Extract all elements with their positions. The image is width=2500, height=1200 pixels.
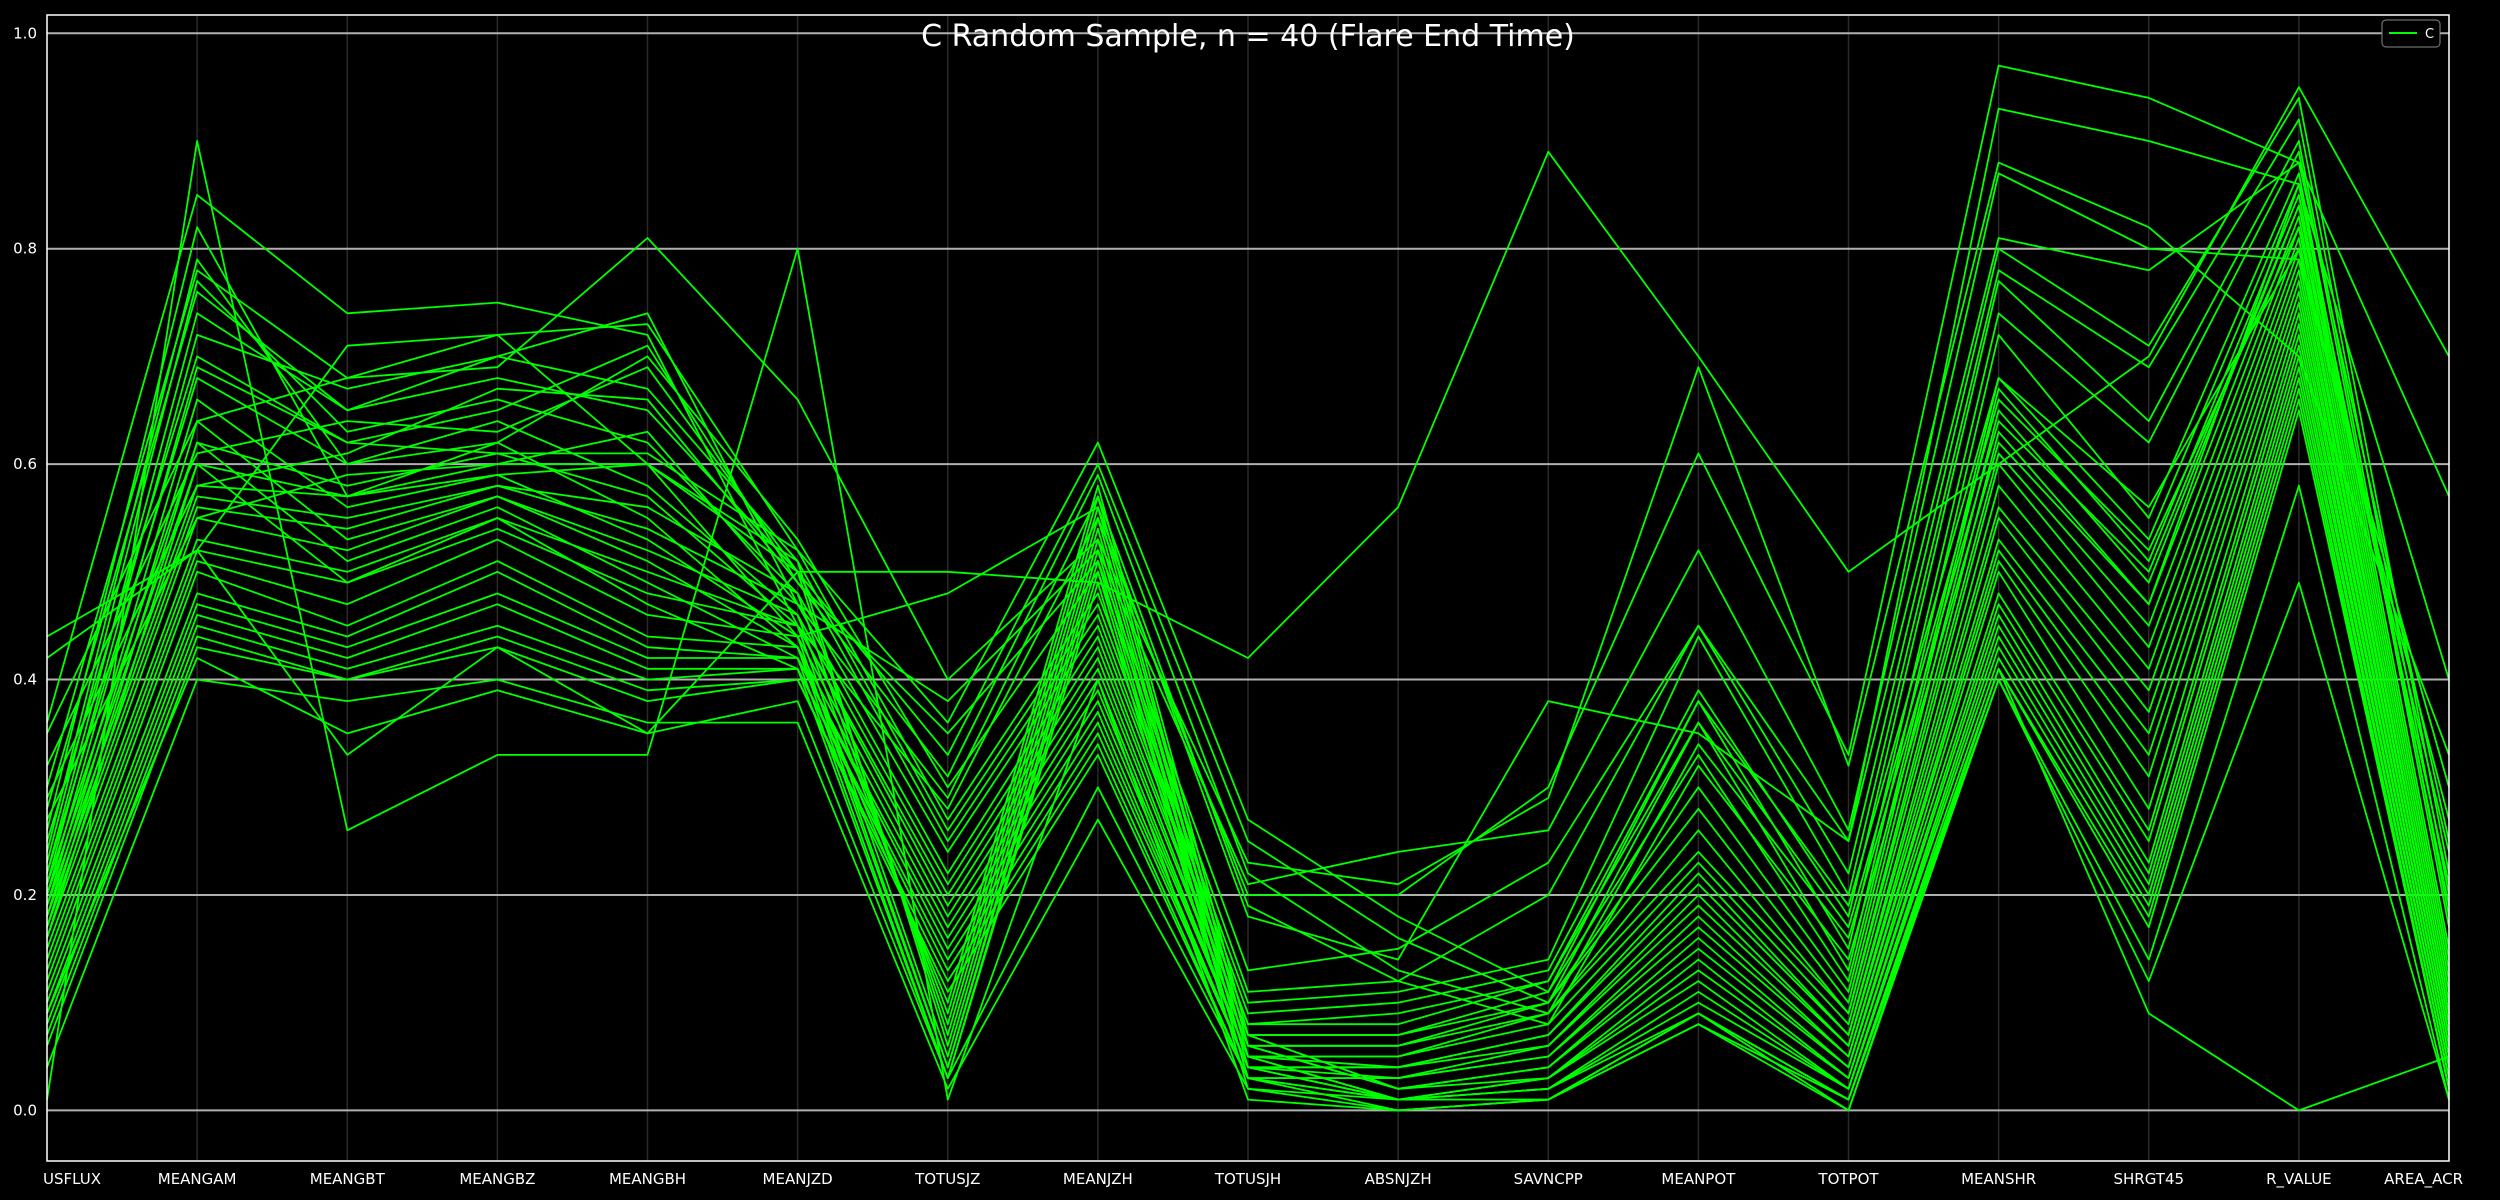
y-tick-label: 0.6 [13,455,37,473]
series-line [46,172,2450,1026]
series-line [46,161,2450,972]
x-tick-label: MEANGBH [609,1170,686,1188]
x-tick-label: MEANGBZ [459,1170,535,1188]
y-tick-label: 0.4 [13,671,37,689]
legend-label: C [2425,27,2434,42]
series-lines [46,64,2450,1112]
series-line [46,226,2450,1090]
series-line [46,247,2450,993]
series-line [46,226,2450,1004]
series-line [46,118,2450,1004]
x-tick-label: ABSNJZH [1365,1170,1432,1188]
x-tick-label: MEANJZD [763,1170,833,1188]
x-tick-label: MEANJZH [1063,1170,1133,1188]
series-line [46,377,2450,1101]
series-line [46,161,2450,886]
series-line [46,333,2450,1101]
plot-frame [46,14,2450,1162]
series-line [46,64,2450,896]
series-line [46,140,2450,1112]
series-line [46,183,2450,1026]
series-line [46,140,2450,1015]
x-tick-label: MEANSHR [1961,1170,2036,1188]
y-tick-label: 0.8 [13,240,37,258]
x-tick-label: R_VALUE [2266,1170,2332,1189]
x-tick-label: AREA_ACR [2384,1170,2463,1189]
x-tick-label: TOTUSJH [1214,1170,1281,1188]
series-line [46,172,2450,886]
series-line [46,204,2450,1015]
y-tick-label: 0.0 [13,1101,37,1119]
x-tick-label: MEANGBT [310,1170,386,1188]
chart-title: C Random Sample, n = 40 (Flare End Time) [921,19,1575,54]
x-tick-label: SAVNCPP [1514,1170,1583,1188]
x-tick-label: USFLUX [43,1170,101,1188]
y-axis-tick-labels: 0.0 0.2 0.4 0.6 0.8 1.0 [13,24,37,1119]
x-axis-tick-labels: USFLUX MEANGAM MEANGBT MEANGBZ MEANGBH MEANJZ… [43,1170,2463,1189]
x-tick-label: MEANPOT [1661,1170,1736,1188]
legend: C [2381,19,2441,48]
x-tick-label: TOTUSJZ [914,1170,980,1188]
series-line [46,86,2450,756]
series-line [46,107,2450,961]
y-tick-label: 1.0 [13,24,37,42]
series-line [46,484,2450,1112]
x-tick-label: TOTPOT [1817,1170,1879,1188]
x-tick-label: SHRGT45 [2113,1170,2184,1188]
y-tick-label: 0.2 [13,886,37,904]
x-tick-label: MEANGAM [158,1170,237,1188]
series-line [46,581,2450,1112]
